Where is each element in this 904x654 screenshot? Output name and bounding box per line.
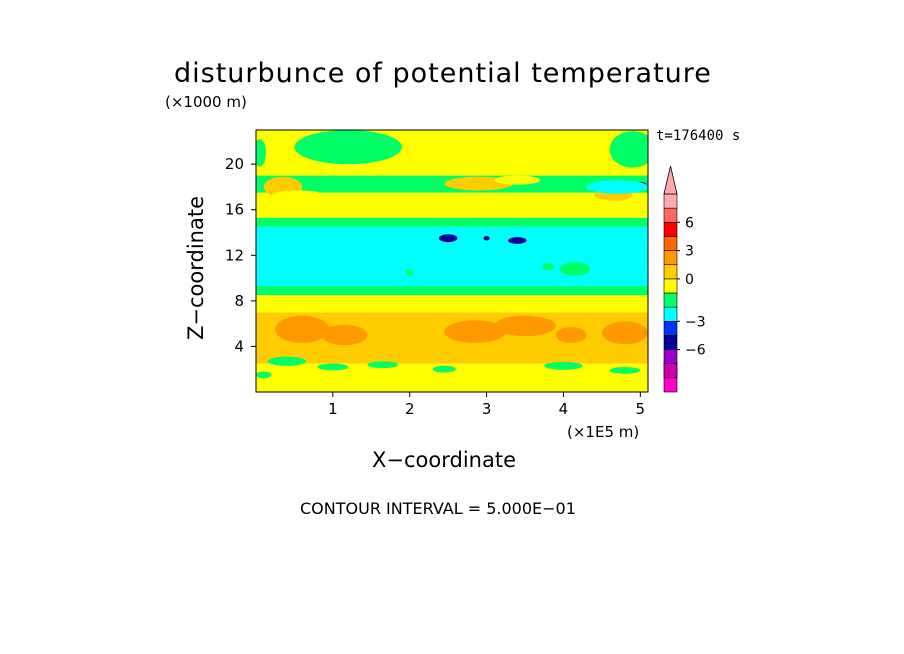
x-axis: 1 2 3 4 5: [328, 392, 645, 418]
contour-field: [256, 130, 648, 392]
x-tick-label: 5: [636, 400, 646, 418]
contour-patch: [294, 130, 403, 165]
contour-interval-label: CONTOUR INTERVAL = 5.000E−01: [300, 499, 576, 518]
contour-patch: [494, 315, 556, 337]
colorbar-swatch: [663, 264, 678, 280]
colorbar-tick-label: 6: [685, 215, 694, 231]
contour-patch: [494, 175, 541, 185]
colorbar-swatch: [663, 278, 678, 294]
colorbar-swatch: [663, 349, 678, 365]
contour-patch: [321, 324, 368, 346]
contour-band: [256, 217, 648, 227]
x-tick-label: 4: [559, 400, 569, 418]
colorbar-arrow: [663, 165, 678, 195]
contour-patch: [559, 262, 591, 276]
colorbar-tick-label: −6: [685, 343, 706, 359]
contour-patch: [256, 371, 272, 379]
colorbar: 6 3 0 −3 −6: [663, 165, 706, 393]
y-tick-label: 4: [234, 337, 244, 355]
colorbar-tick-label: 3: [685, 244, 694, 260]
contour-band: [256, 295, 648, 313]
plot-frame: [255, 129, 649, 393]
x-axis-label: X−coordinate: [372, 448, 516, 472]
y-tick-label: 12: [225, 246, 244, 264]
y-tick-label: 20: [225, 155, 244, 173]
contour-patch: [432, 365, 456, 373]
y-tick-label: 16: [225, 201, 244, 219]
colorbar-swatch: [663, 236, 678, 251]
contour-patch: [317, 363, 349, 371]
colorbar-swatch: [663, 292, 678, 308]
colorbar-swatch: [663, 306, 678, 322]
contour-band: [256, 286, 648, 296]
contour-patch: [367, 361, 399, 369]
contour-patch: [256, 139, 266, 167]
contour-patch: [609, 131, 648, 168]
contour-patch: [544, 361, 583, 370]
colorbar-swatch: [663, 363, 678, 379]
contour-patch: [541, 263, 555, 271]
colorbar-swatch: [663, 193, 678, 209]
chart-title: disturbunce of potential temperature: [174, 58, 712, 89]
colorbar-tick-label: 0: [685, 272, 694, 288]
contour-patch: [508, 237, 527, 244]
contour-patch: [267, 356, 306, 366]
contour-patch: [271, 190, 326, 202]
contour-patch: [483, 235, 490, 241]
colorbar-swatch: [663, 250, 678, 266]
x-tick-label: 3: [482, 400, 492, 418]
contour-patch: [438, 234, 458, 243]
x-tick-label: 2: [405, 400, 415, 418]
colorbar-swatch: [663, 335, 678, 350]
contour-patch: [609, 366, 641, 374]
colorbar-tick-label: −3: [685, 314, 706, 330]
x-scale-label: (×1E5 m): [567, 423, 640, 441]
contour-patch: [444, 320, 506, 344]
contour-patch: [275, 315, 330, 344]
y-scale-label: (×1000 m): [165, 93, 247, 111]
contour-patch: [586, 180, 648, 194]
contour-patch: [601, 321, 648, 345]
colorbar-swatch: [663, 320, 678, 336]
colorbar-swatch: [663, 221, 678, 237]
y-tick-label: 8: [234, 292, 244, 310]
time-label: t=176400 s: [656, 128, 741, 144]
y-axis: 4 8 12 16 20: [225, 155, 256, 355]
x-tick-label: 1: [328, 400, 338, 418]
contour-patch: [555, 327, 587, 344]
contour-patch: [405, 268, 414, 276]
colorbar-swatch: [663, 207, 678, 223]
